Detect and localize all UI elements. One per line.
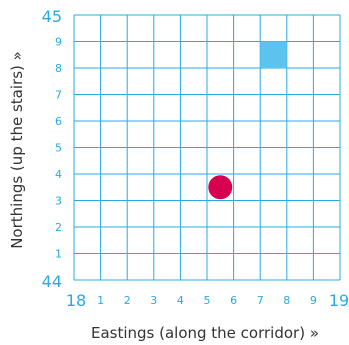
y-tick-label: 4 xyxy=(55,168,62,181)
x-major-start-label: 18 xyxy=(66,291,86,310)
y-tick-label: 5 xyxy=(55,142,62,155)
y-minor-labels: 1 2 3 4 5 6 7 8 9 xyxy=(55,36,62,261)
y-major-end-label: 45 xyxy=(42,7,62,26)
grid-lines xyxy=(73,14,341,281)
x-tick-label: 1 xyxy=(97,294,104,307)
x-tick-label: 4 xyxy=(177,294,184,307)
x-tick-label: 7 xyxy=(257,294,264,307)
x-tick-label: 8 xyxy=(283,294,290,307)
x-tick-label: 6 xyxy=(230,294,237,307)
y-axis-title: Northings (up the stairs) » xyxy=(8,51,26,249)
x-axis-title: Eastings (along the corridor) » xyxy=(91,324,319,342)
y-major-start-label: 44 xyxy=(42,272,62,291)
circle-marker xyxy=(208,175,233,200)
y-tick-label: 1 xyxy=(55,248,62,261)
x-major-end-label: 19 xyxy=(329,291,349,310)
x-tick-label: 3 xyxy=(150,294,157,307)
x-tick-label: 5 xyxy=(204,294,211,307)
square-marker xyxy=(260,41,287,68)
y-tick-label: 9 xyxy=(55,36,62,49)
x-tick-label: 9 xyxy=(310,294,317,307)
y-tick-label: 3 xyxy=(55,195,62,208)
y-tick-label: 2 xyxy=(55,221,62,234)
y-tick-label: 7 xyxy=(55,89,62,102)
y-tick-label: 6 xyxy=(55,115,62,128)
x-tick-label: 2 xyxy=(124,294,131,307)
markers xyxy=(208,41,287,200)
x-minor-labels: 1 2 3 4 5 6 7 8 9 xyxy=(97,294,317,307)
y-tick-label: 8 xyxy=(55,62,62,75)
